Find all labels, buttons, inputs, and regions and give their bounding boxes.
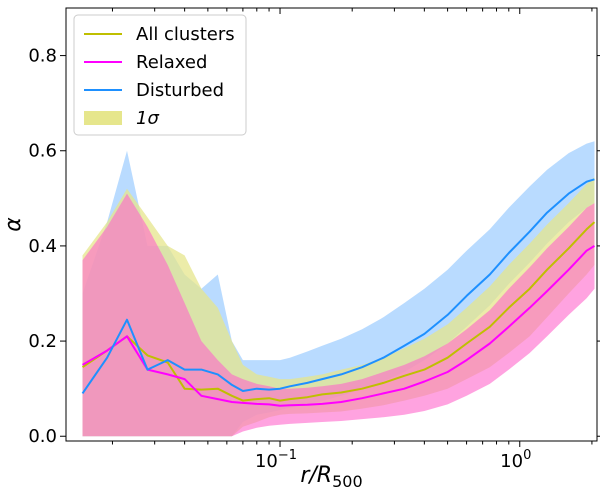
axis-ticks xyxy=(60,8,600,447)
legend-label-all-clusters: All clusters xyxy=(136,24,235,45)
legend-label-band: 1σ xyxy=(136,108,159,129)
legend-items: All clusters Relaxed Disturbed 1σ xyxy=(84,24,235,129)
y-tick-label: 0.2 xyxy=(28,331,57,352)
legend-swatch-band xyxy=(84,111,122,125)
x-tick-label: 10−1 xyxy=(255,448,297,472)
legend: All clusters Relaxed Disturbed 1σ xyxy=(73,14,247,136)
y-tick-label: 0.6 xyxy=(28,141,57,162)
y-tick-label: 0.0 xyxy=(28,426,57,447)
legend-label-disturbed: Disturbed xyxy=(136,80,224,101)
line-relaxed xyxy=(81,245,596,407)
legend-box xyxy=(73,14,247,136)
line-disturbed xyxy=(81,178,595,394)
y-axis-label: α xyxy=(1,217,26,232)
plot-frame xyxy=(65,7,598,442)
x-axis-label-subscript: 500 xyxy=(332,472,363,491)
x-axis-label-main: r/R xyxy=(300,463,332,488)
x-axis-label: r/R500 xyxy=(300,463,362,491)
y-tick-label: 0.8 xyxy=(28,46,57,67)
x-tick-label: 100 xyxy=(500,448,531,472)
line-all-clusters xyxy=(81,221,596,402)
legend-label-relaxed: Relaxed xyxy=(136,52,207,73)
y-tick-label: 0.4 xyxy=(28,236,57,257)
band-relaxed xyxy=(82,193,595,437)
series-lines xyxy=(81,178,596,407)
tick-labels: 0.0 0.2 0.4 0.6 0.8 10−1 100 xyxy=(28,46,531,472)
